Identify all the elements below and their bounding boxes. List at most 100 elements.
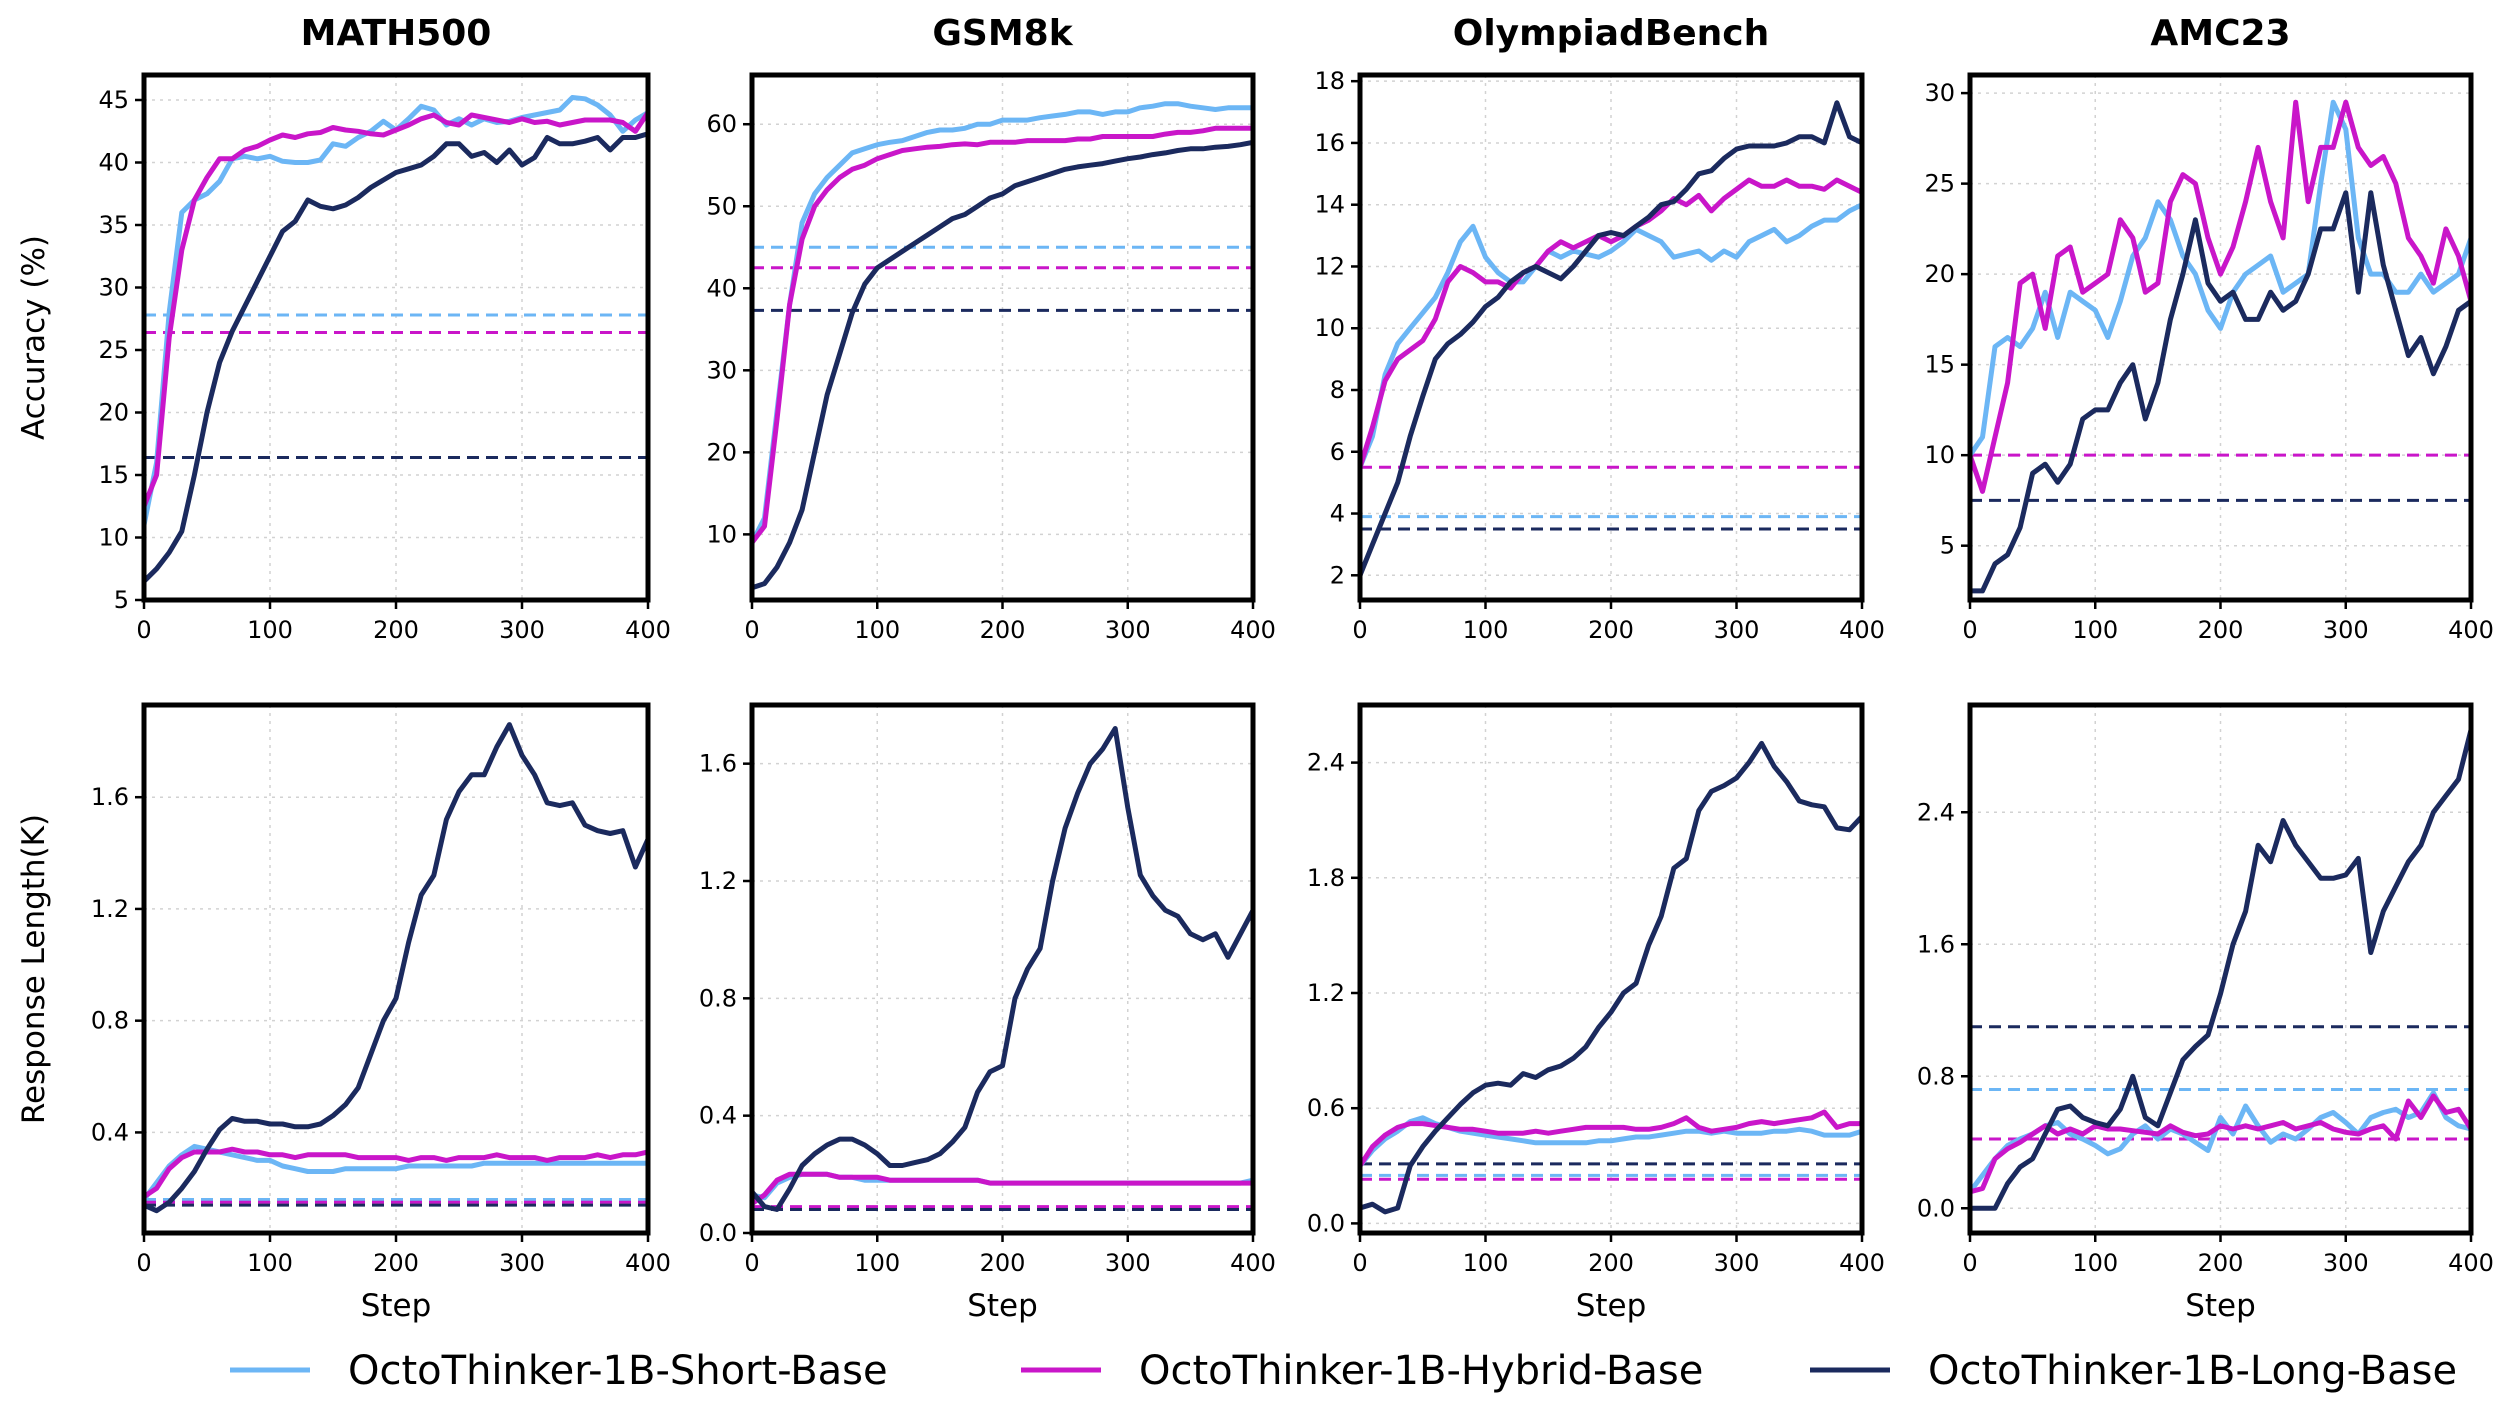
x-axis-label: Step (1576, 1288, 1647, 1324)
x-tick-label: 0 (744, 616, 759, 644)
series-line-short (1970, 1090, 2471, 1195)
x-tick-label: 300 (1105, 1249, 1151, 1277)
y-tick-label: 25 (98, 336, 129, 364)
x-tick-label: 0 (744, 1249, 759, 1277)
y-axis-label: Accuracy (%) (16, 235, 52, 440)
y-tick-label: 10 (1314, 314, 1345, 342)
panel-7: 0 100 200 300 400 0.0 0.6 1.2 1.8 2.4 Step (1307, 702, 1885, 1324)
y-tick-label: 0.0 (1917, 1194, 1955, 1222)
x-tick-label: 100 (1463, 616, 1509, 644)
x-tick-label: 300 (1714, 1249, 1760, 1277)
y-tick-label: 0.0 (1307, 1209, 1345, 1237)
x-axis-label: Step (967, 1288, 1038, 1324)
y-tick-label: 14 (1314, 191, 1345, 219)
series-line-hybrid (144, 110, 648, 509)
series-line-short (144, 1143, 648, 1202)
y-tick-label: 20 (1924, 260, 1955, 288)
panel-title: MATH500 (301, 13, 492, 54)
y-tick-label: 0.8 (699, 984, 737, 1012)
panel-8: 0 100 200 300 400 0.0 0.8 1.6 2.4 Step (1917, 702, 2494, 1324)
y-tick-label: 50 (706, 192, 737, 220)
legend-label-long: OctoThinker-1B-Long-Base (1928, 1348, 2457, 1394)
y-tick-label: 2.4 (1917, 798, 1955, 826)
y-tick-label: 1.8 (1307, 864, 1345, 892)
y-tick-label: 1.6 (1917, 930, 1955, 958)
series-line-long (144, 131, 648, 584)
y-axis-label: Response Length(K) (16, 814, 52, 1124)
x-tick-label: 100 (247, 1249, 293, 1277)
y-tick-label: 4 (1330, 500, 1345, 528)
x-tick-label: 200 (2198, 1249, 2244, 1277)
series-line-long (1360, 740, 1862, 1215)
x-tick-label: 200 (2198, 616, 2244, 644)
series-line-hybrid (1970, 1093, 2471, 1195)
series-line-hybrid (1360, 1109, 1862, 1169)
panel-5: 0 100 200 300 400 0.4 0.8 1.2 1.6 Response Length… (16, 702, 671, 1324)
x-tick-label: 100 (854, 616, 900, 644)
y-tick-label: 2 (1330, 561, 1345, 589)
y-tick-label: 30 (1924, 79, 1955, 107)
y-tick-label: 45 (98, 86, 129, 114)
y-tick-label: 35 (98, 211, 129, 239)
y-tick-label: 1.6 (91, 783, 129, 811)
y-tick-label: 30 (98, 274, 129, 302)
series-line-long (752, 139, 1253, 591)
series-line-hybrid (752, 1171, 1253, 1207)
panel-2: 0 100 200 300 400 10 20 30 40 50 60 GSM8k (706, 13, 1275, 644)
y-tick-label: 12 (1314, 252, 1345, 280)
legend-label-short: OctoThinker-1B-Short-Base (348, 1348, 888, 1394)
x-tick-label: 300 (2323, 616, 2369, 644)
x-tick-label: 200 (373, 1249, 419, 1277)
y-tick-label: 6 (1330, 438, 1345, 466)
y-tick-label: 15 (98, 461, 129, 489)
y-tick-label: 40 (706, 274, 737, 302)
axes-frame (1357, 72, 1865, 603)
series-line-hybrid (1360, 177, 1862, 470)
panel-3: 0 100 200 300 400 2 4 6 8 10 12 14 16 18 OlympiadBench (1314, 13, 1884, 644)
y-tick-label: 20 (706, 438, 737, 466)
panel-6: 0 100 200 300 400 0.0 0.4 0.8 1.2 1.6 Step (699, 702, 1276, 1324)
y-tick-label: 1.6 (699, 750, 737, 778)
y-tick-label: 0.0 (699, 1219, 737, 1247)
x-tick-label: 200 (373, 616, 419, 644)
x-tick-label: 400 (2448, 616, 2494, 644)
series-line-long (1970, 190, 2471, 594)
x-tick-label: 100 (2072, 1249, 2118, 1277)
series-line-hybrid (144, 1146, 648, 1200)
y-tick-label: 5 (114, 586, 129, 614)
x-axis-label: Step (361, 1288, 432, 1324)
y-tick-label: 10 (98, 524, 129, 552)
y-tick-label: 2.4 (1307, 749, 1345, 777)
series-line-long (144, 722, 648, 1214)
x-tick-label: 400 (1839, 1249, 1885, 1277)
y-tick-label: 0.6 (1307, 1094, 1345, 1122)
series-line-short (1360, 202, 1862, 470)
y-tick-label: 0.8 (1917, 1062, 1955, 1090)
y-tick-label: 18 (1314, 67, 1345, 95)
x-tick-label: 100 (1463, 1249, 1509, 1277)
x-tick-label: 400 (1230, 1249, 1276, 1277)
y-tick-label: 15 (1924, 351, 1955, 379)
x-tick-label: 0 (1962, 616, 1977, 644)
x-tick-label: 100 (2072, 616, 2118, 644)
y-tick-label: 60 (706, 110, 737, 138)
axes-frame (141, 72, 651, 603)
x-tick-label: 200 (980, 616, 1026, 644)
y-tick-label: 1.2 (91, 895, 129, 923)
x-tick-label: 200 (980, 1249, 1026, 1277)
x-tick-label: 400 (2448, 1249, 2494, 1277)
y-tick-label: 1.2 (1307, 979, 1345, 1007)
y-tick-label: 0.4 (91, 1118, 129, 1146)
x-tick-label: 400 (625, 616, 671, 644)
axes-frame (1967, 72, 2474, 603)
legend: OctoThinker-1B-Short-Base OctoThinker-1B-… (230, 1348, 2457, 1394)
series-line-hybrid (752, 125, 1253, 546)
series-line-long (1970, 727, 2471, 1211)
y-tick-label: 16 (1314, 129, 1345, 157)
y-tick-label: 8 (1330, 376, 1345, 404)
y-tick-label: 0.4 (699, 1102, 737, 1130)
x-tick-label: 300 (1105, 616, 1151, 644)
x-tick-label: 300 (1714, 616, 1760, 644)
x-axis-label: Step (2185, 1288, 2256, 1324)
x-tick-label: 0 (136, 1249, 151, 1277)
